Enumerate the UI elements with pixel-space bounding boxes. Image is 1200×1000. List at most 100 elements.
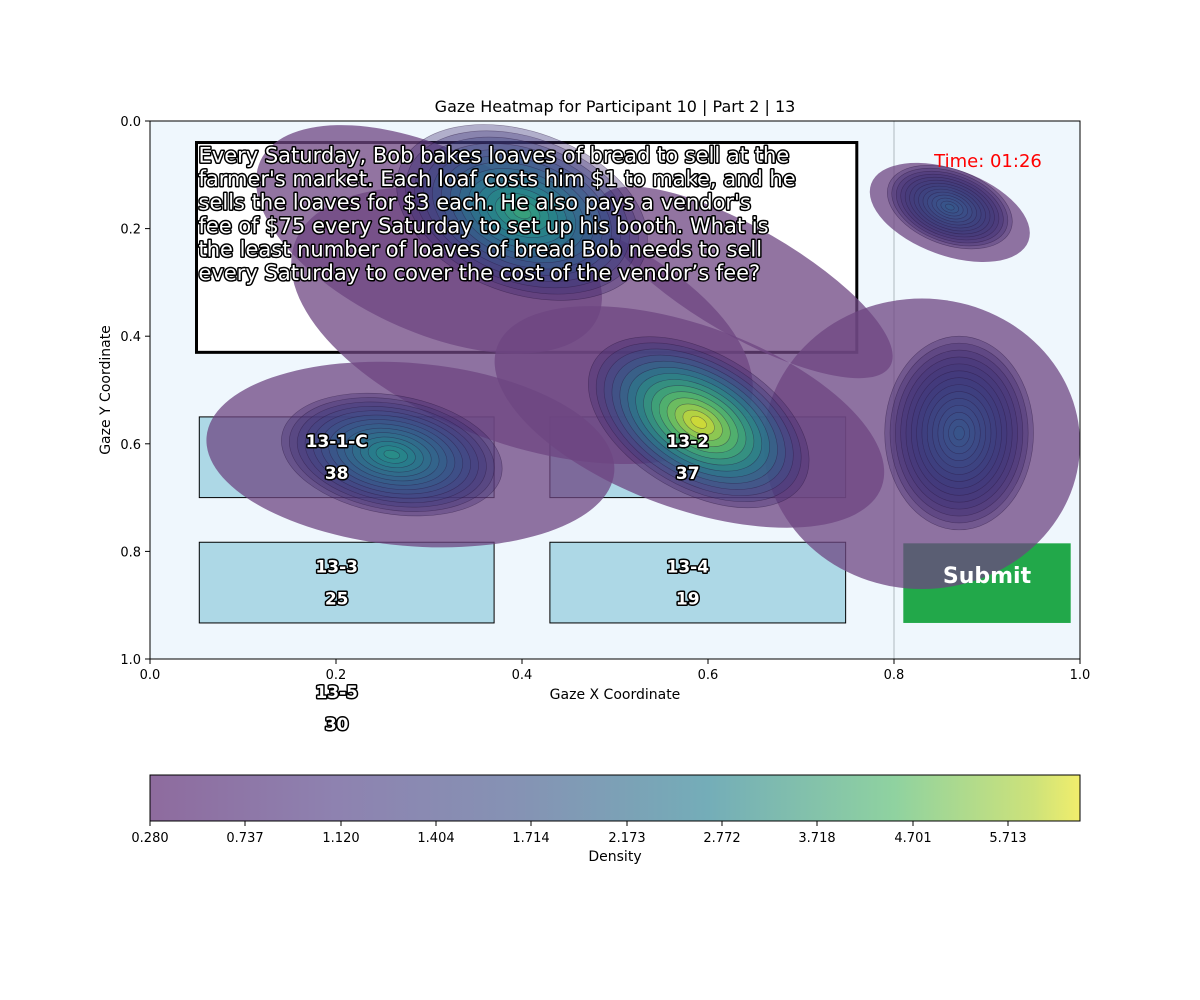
density-contour <box>359 436 424 473</box>
density-base-region <box>597 186 893 379</box>
density-contour <box>352 432 432 477</box>
density-heatmap <box>206 124 1080 590</box>
density-contour <box>937 405 981 462</box>
density-contour <box>320 414 464 495</box>
density-contour <box>485 187 559 238</box>
density-contour <box>432 149 612 276</box>
density-contour <box>512 205 532 220</box>
density-contour <box>942 411 976 455</box>
density-contour <box>423 143 621 282</box>
density-contour <box>289 397 495 512</box>
density-contour <box>603 348 794 496</box>
x-tick-label: 0.0 <box>140 668 161 683</box>
y-axis-label: Gaze Y Coordinate <box>98 325 114 455</box>
plot-frame <box>149 120 1081 660</box>
density-contour <box>450 161 594 264</box>
density-contour <box>467 174 577 251</box>
density-contour <box>916 377 1002 489</box>
density-contour <box>926 391 992 475</box>
density-contour <box>304 406 479 504</box>
density-contour <box>945 203 955 211</box>
density-contour <box>936 197 964 217</box>
colorbar-tick-label: 2.173 <box>608 831 645 846</box>
y-tick-label: 0.6 <box>120 438 141 453</box>
option-box-13-3[interactable] <box>198 541 495 624</box>
option-id-13-4: 13-4 <box>666 557 709 577</box>
density-contour <box>918 185 982 229</box>
density-contour <box>895 170 1004 244</box>
density-contour <box>940 200 960 214</box>
density-contour <box>921 384 997 482</box>
x-tick-label: 0.2 <box>326 668 347 683</box>
density-contour <box>658 391 739 454</box>
option-box-13-4[interactable] <box>549 541 847 624</box>
option-id-13-3: 13-3 <box>315 557 358 577</box>
colorbar-tick-label: 4.701 <box>894 831 931 846</box>
density-contour <box>405 130 639 295</box>
density-contour <box>895 349 1024 517</box>
colorbar-tick-label: 0.280 <box>131 831 168 846</box>
density-contour <box>611 354 786 490</box>
colorbar-gradient <box>149 774 1081 822</box>
density-contour <box>414 136 630 289</box>
density-contour <box>904 176 995 238</box>
density-contour <box>891 167 1009 247</box>
question-line: fee of $75 every Saturday to set up his … <box>199 214 769 238</box>
colorbar-tick-label: 2.772 <box>703 831 740 846</box>
x-axis: 0.0 0.2 0.4 0.6 0.8 1.0 <box>140 659 1091 683</box>
density-contour <box>643 379 755 466</box>
density-contour <box>503 199 541 226</box>
x-axis-label: Gaze X Coordinate <box>550 687 681 703</box>
density-contour <box>312 410 471 499</box>
y-tick-label: 0.4 <box>120 330 141 345</box>
density-contour <box>595 342 802 503</box>
y-tick-label: 0.8 <box>120 545 141 560</box>
density-contour <box>627 366 770 478</box>
option-id-13-1-C: 13-1-C <box>306 432 368 452</box>
density-contour <box>344 427 440 482</box>
density-contour <box>913 182 986 232</box>
density-contour <box>909 179 991 235</box>
colorbar-tick-label: 1.120 <box>322 831 359 846</box>
colorbar-tick-label: 1.714 <box>512 831 549 846</box>
density-contour <box>927 191 973 223</box>
question-line: farmer's market. Each loaf costs him $1 … <box>199 167 796 191</box>
option-id-13-2: 13-2 <box>666 432 709 452</box>
colorbar-tick-label: 5.713 <box>989 831 1026 846</box>
option-id-13-5: 13-5 <box>315 683 358 703</box>
question-line: sells the loaves for $3 each. He also pa… <box>199 191 751 215</box>
x-tick-label: 0.8 <box>884 668 905 683</box>
density-contour <box>375 445 408 464</box>
density-contour <box>441 155 603 270</box>
y-tick-label: 0.2 <box>120 223 141 238</box>
density-contour <box>588 336 810 509</box>
colorbar-label: Density <box>588 849 641 865</box>
y-tick-label: 1.0 <box>120 653 141 668</box>
option-value-13-3: 25 <box>325 589 349 609</box>
density-contour <box>458 168 586 257</box>
colorbar-tick-label: 3.718 <box>798 831 835 846</box>
density-contour <box>619 360 778 484</box>
density-contour <box>690 415 707 429</box>
colorbar-tick-label: 0.737 <box>226 831 263 846</box>
density-contour <box>383 449 400 460</box>
density-contour <box>494 193 550 232</box>
density-base-region <box>869 162 1030 263</box>
plot-area: 13-1-C 38 13-2 37 13-3 25 13-4 19 13-5 30 Every S… <box>149 120 1081 737</box>
answer-options-labels: 13-1-C 38 13-2 37 13-3 25 13-4 19 13-5 30 <box>304 430 711 736</box>
density-contour <box>886 164 1013 250</box>
x-tick-label: 0.4 <box>512 668 533 683</box>
density-contour <box>674 403 723 441</box>
density-contour <box>931 194 968 220</box>
density-contour <box>651 385 747 460</box>
chart-title: Gaze Heatmap for Participant 10 | Part 2… <box>435 97 796 116</box>
density-contour <box>900 356 1018 510</box>
x-tick-label: 1.0 <box>1070 668 1091 683</box>
density-contour <box>666 397 731 448</box>
density-base-region <box>206 361 615 548</box>
density-contour <box>635 373 763 472</box>
density-contour <box>367 441 416 469</box>
option-value-13-1-C: 38 <box>325 464 349 484</box>
colorbar-tick-label: 1.404 <box>417 831 454 846</box>
